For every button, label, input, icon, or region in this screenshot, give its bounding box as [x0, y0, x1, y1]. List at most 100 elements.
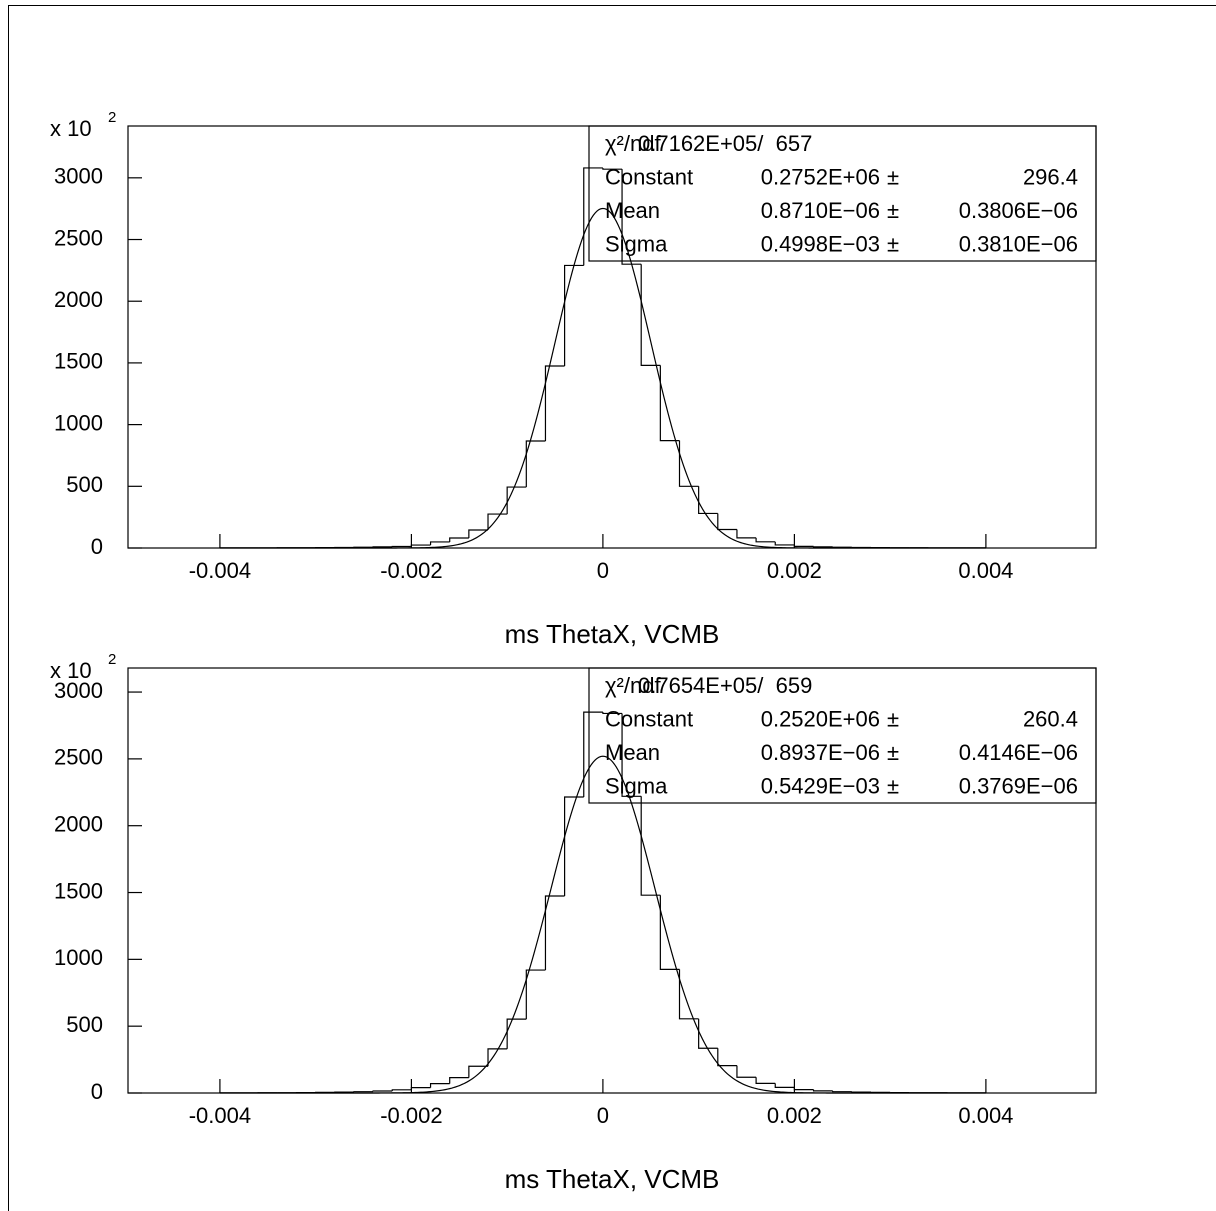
histogram-bin	[812, 1089, 833, 1092]
histogram-bin	[793, 1087, 814, 1091]
stat-pm: ±	[887, 164, 899, 189]
histogram-bin	[525, 969, 546, 1020]
x-tick-label: 0.004	[958, 1103, 1013, 1128]
stat-value: 0.8710E−06	[761, 198, 880, 223]
histogram-bin	[410, 1087, 431, 1090]
histogram-bin	[506, 486, 527, 515]
stat-error: 0.4146E−06	[959, 740, 1078, 765]
histogram-bin	[602, 712, 623, 715]
chi2-label: χ²/ndf	[605, 131, 661, 156]
x-tick-label: 0.004	[958, 558, 1013, 583]
histogram-bin	[717, 1048, 737, 1067]
y-tick-label: 2500	[54, 225, 103, 250]
stat-pm: ±	[887, 773, 899, 798]
histogram-bin	[774, 541, 795, 546]
histogram-bin	[487, 513, 508, 530]
histogram-bin	[755, 1077, 776, 1084]
stat-error: 0.3806E−06	[959, 198, 1078, 223]
histogram-bin	[372, 1090, 393, 1092]
x-axis-title: ms ThetaX, VCMB	[505, 619, 720, 649]
histogram-bin	[449, 1077, 469, 1084]
histogram-bin	[429, 541, 450, 546]
histogram-bin	[736, 1065, 757, 1078]
histogram-bin	[410, 544, 431, 547]
x-tick-label: 0.002	[767, 1103, 822, 1128]
stat-name: Constant	[605, 164, 693, 189]
histogram-bin	[832, 1090, 852, 1093]
stats-box	[588, 667, 1097, 804]
y-tick-label: 2000	[54, 812, 103, 837]
histogram-bin	[640, 796, 661, 896]
y-multiplier-exp: 2	[108, 109, 116, 126]
histogram-bin	[678, 969, 699, 1020]
stat-pm: ±	[887, 198, 899, 223]
y-tick-label: 2500	[54, 745, 103, 770]
histogram-bin	[678, 440, 699, 487]
stat-name: Sigma	[605, 231, 668, 256]
stats-box	[588, 125, 1097, 262]
histogram-bin	[468, 1065, 489, 1078]
histogram-bin	[583, 711, 603, 797]
y-tick-label: 1500	[54, 349, 103, 374]
stat-name: Constant	[605, 706, 693, 731]
x-tick-label: 0.002	[767, 558, 822, 583]
x-tick-label: 0	[597, 558, 609, 583]
chi2-value: 0.7162E+05/ 657	[638, 131, 812, 156]
y-multiplier: x 10	[50, 658, 92, 683]
y-tick-label: 3000	[54, 164, 103, 189]
histogram-bin	[621, 713, 642, 797]
y-tick-label: 0	[91, 1079, 103, 1104]
stat-error: 260.4	[1023, 706, 1078, 731]
chi2-label: χ²/ndf	[605, 673, 661, 698]
stat-pm: ±	[887, 706, 899, 731]
x-tick-label: -0.004	[189, 558, 251, 583]
stat-value: 0.2520E+06	[761, 706, 880, 731]
histogram-bin	[755, 537, 776, 543]
stat-value: 0.5429E−03	[761, 773, 880, 798]
stat-error: 0.3769E−06	[959, 773, 1078, 798]
histogram-bin	[736, 529, 757, 539]
histogram-bin	[640, 264, 661, 366]
histogram-bin	[468, 529, 489, 539]
histogram-bin	[698, 486, 718, 515]
stat-name: Sigma	[605, 773, 668, 798]
stat-value: 0.8937E−06	[761, 740, 880, 765]
x-tick-label: 0	[597, 1103, 609, 1128]
histogram-bin	[659, 365, 680, 442]
histogram-bin	[774, 1083, 795, 1088]
histogram-bin	[621, 169, 642, 265]
histogram-bin	[429, 1083, 450, 1088]
histogram-bin	[583, 167, 603, 266]
x-tick-label: -0.002	[380, 558, 442, 583]
histogram-bin	[391, 1089, 412, 1091]
y-tick-label: 1500	[54, 878, 103, 903]
histogram-bin	[544, 895, 565, 971]
y-tick-label: 0	[91, 534, 103, 559]
stat-pm: ±	[887, 231, 899, 256]
histogram-bin	[698, 1018, 718, 1049]
histogram-bin	[564, 264, 584, 366]
y-tick-label: 3000	[54, 678, 103, 703]
histogram-bin	[793, 544, 814, 547]
x-tick-label: -0.002	[380, 1103, 442, 1128]
histogram-bin	[602, 167, 623, 170]
stat-pm: ±	[887, 740, 899, 765]
y-tick-label: 500	[66, 472, 103, 497]
stat-error: 0.3810E−06	[959, 231, 1078, 256]
fit-curve	[219, 207, 986, 549]
chi2-value: 0.7654E+05/ 659	[638, 673, 812, 698]
y-tick-label: 500	[66, 1012, 103, 1037]
x-axis-title: ms ThetaX, VCMB	[505, 1164, 720, 1194]
histogram-bin	[659, 895, 680, 970]
y-multiplier-exp: 2	[108, 651, 116, 668]
histogram-bin	[506, 1018, 527, 1049]
y-tick-label: 1000	[54, 945, 103, 970]
histogram-bin	[487, 1048, 508, 1067]
fit-curve	[219, 755, 986, 1094]
histogram-bin	[449, 537, 469, 542]
histogram-bin	[525, 440, 546, 488]
stat-value: 0.4998E−03	[761, 231, 880, 256]
stat-name: Mean	[605, 198, 660, 223]
y-tick-label: 1000	[54, 410, 103, 435]
